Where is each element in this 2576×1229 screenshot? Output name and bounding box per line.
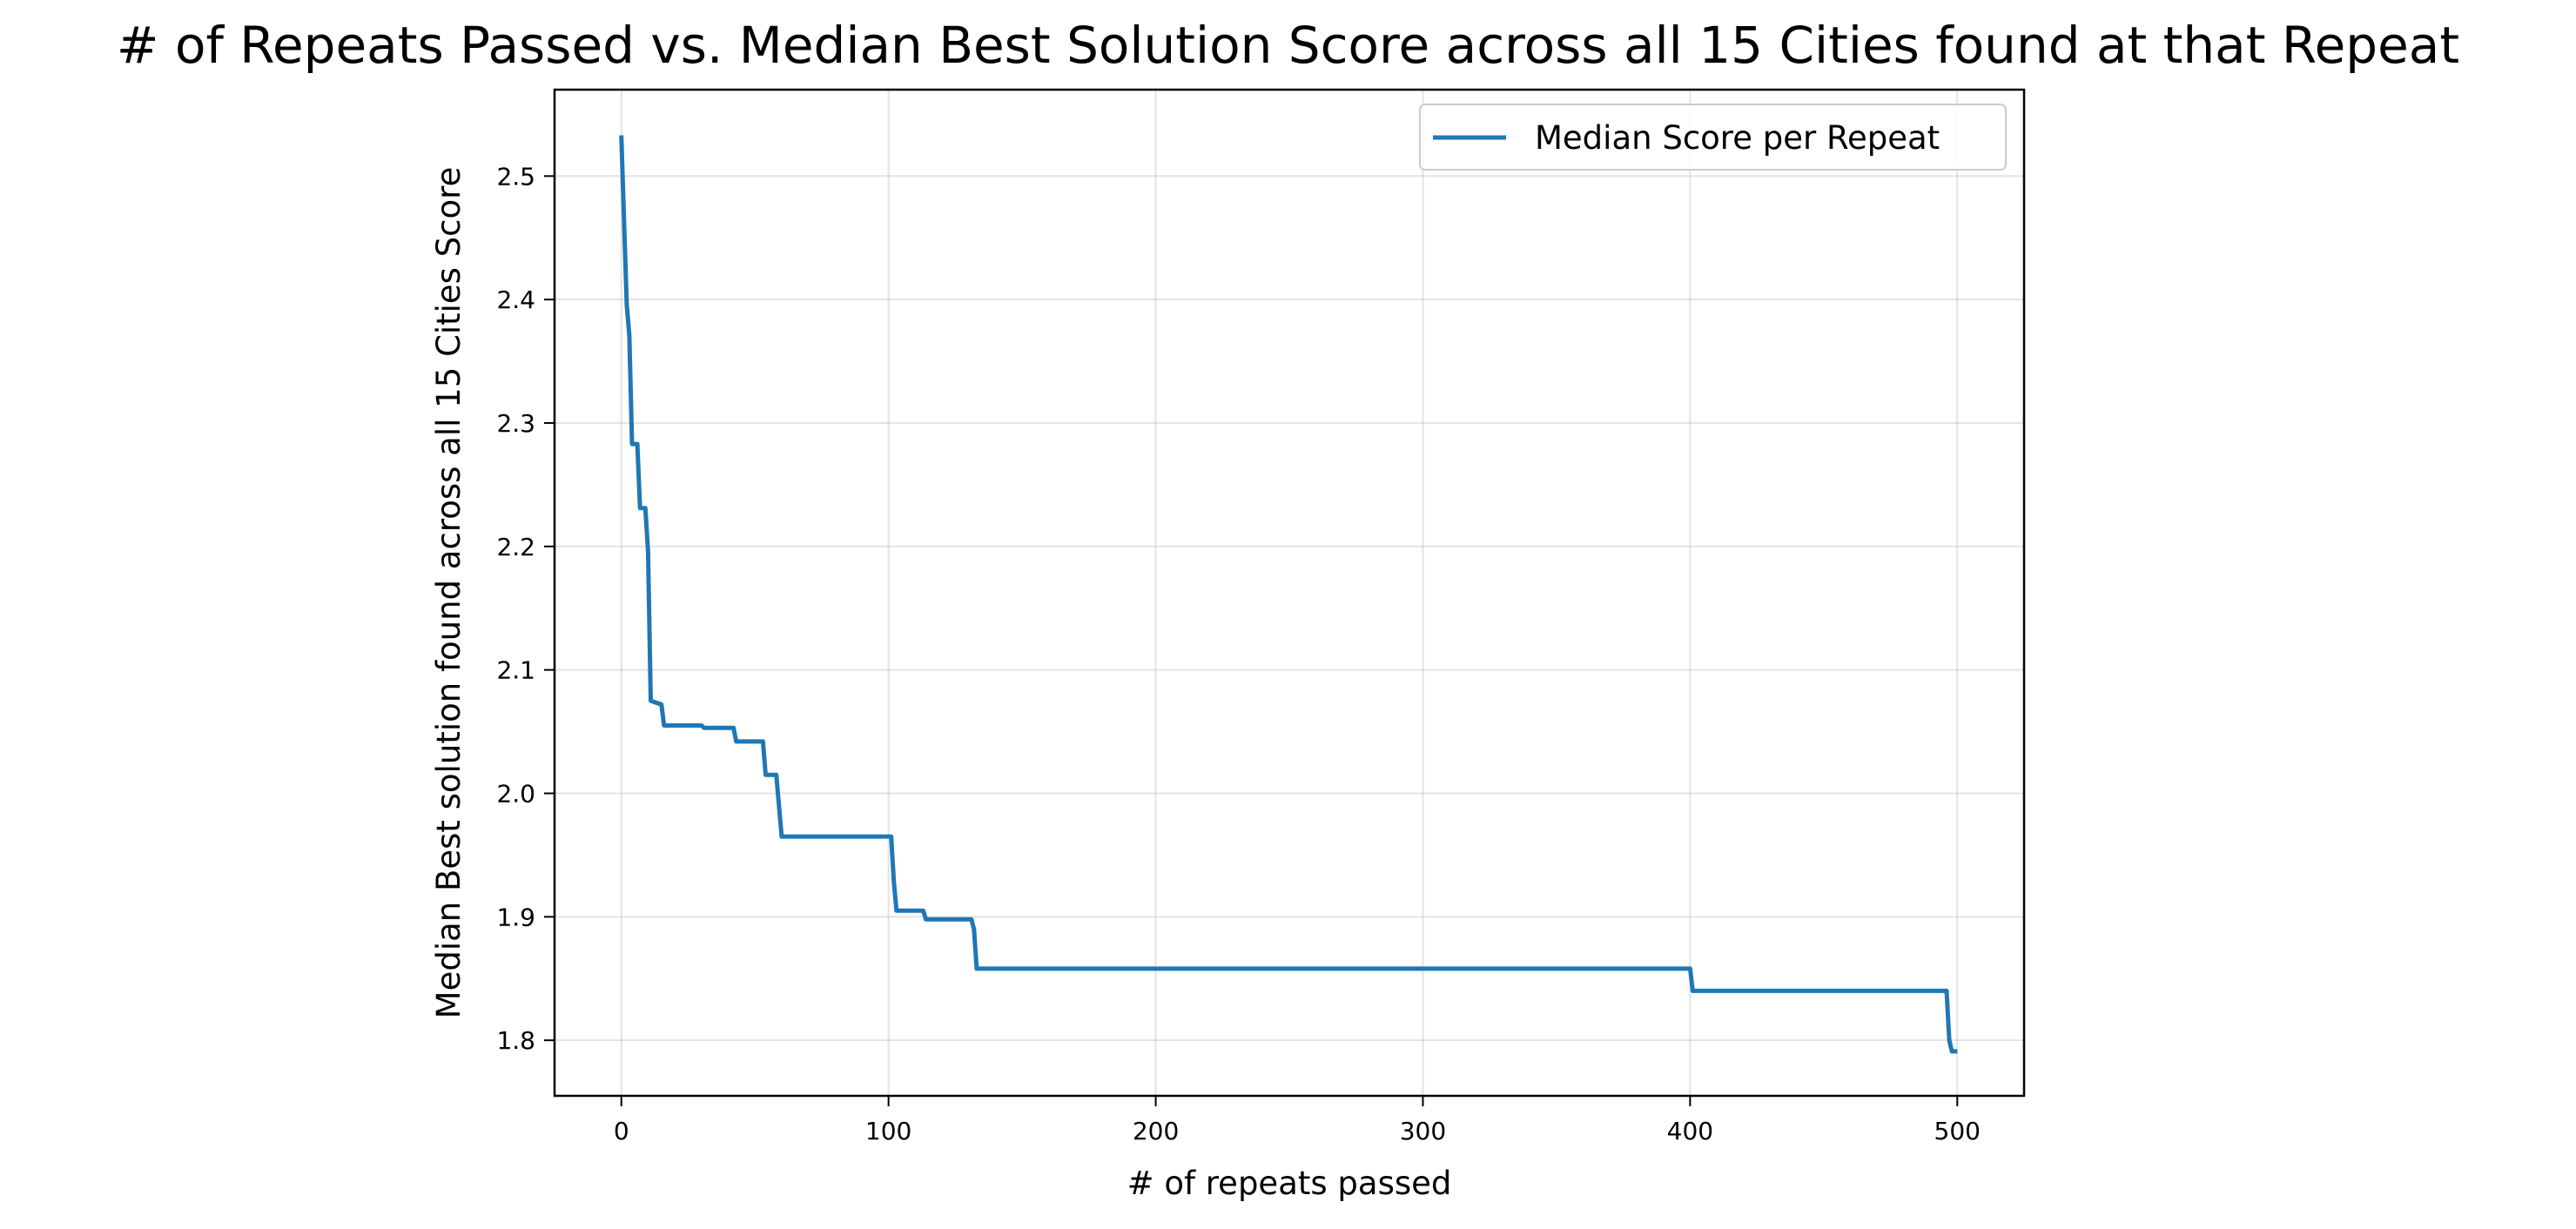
series-line bbox=[619, 135, 1958, 1054]
x-tick-label: 500 bbox=[1934, 1117, 1981, 1145]
chart-title: # of Repeats Passed vs. Median Best Solu… bbox=[116, 16, 2460, 75]
y-tick-label: 2.3 bbox=[496, 409, 535, 438]
y-tick-label: 1.8 bbox=[496, 1026, 535, 1055]
x-tick-label: 100 bbox=[865, 1117, 911, 1145]
y-tick-label: 2.2 bbox=[496, 533, 535, 561]
y-tick-label: 2.1 bbox=[496, 656, 535, 685]
axis-ticks: 0 100 200 300 400 500 1.8 1.9 2.0 2.1 2.2 2.3 2.4 2.5 bbox=[496, 162, 1981, 1145]
plot-frame bbox=[553, 88, 2026, 1098]
x-tick-label: 0 bbox=[614, 1117, 629, 1145]
y-tick-label: 2.0 bbox=[496, 779, 535, 808]
legend: Median Score per Repeat bbox=[1419, 104, 2007, 171]
x-tick-label: 200 bbox=[1133, 1117, 1179, 1145]
grid-lines bbox=[555, 90, 2024, 1096]
series-layer bbox=[619, 135, 1958, 1054]
y-axis-label: Median Best solution found across all 15… bbox=[430, 167, 467, 1019]
x-tick-label: 400 bbox=[1667, 1117, 1713, 1145]
y-tick-label: 2.4 bbox=[496, 285, 535, 314]
y-tick-label: 2.5 bbox=[496, 162, 535, 191]
legend-box bbox=[1419, 104, 2007, 171]
y-tick-label: 1.9 bbox=[496, 903, 535, 931]
x-axis-label: # of repeats passed bbox=[1127, 1165, 1452, 1202]
legend-label: Median Score per Repeat bbox=[1535, 119, 1940, 157]
x-tick-label: 300 bbox=[1400, 1117, 1446, 1145]
